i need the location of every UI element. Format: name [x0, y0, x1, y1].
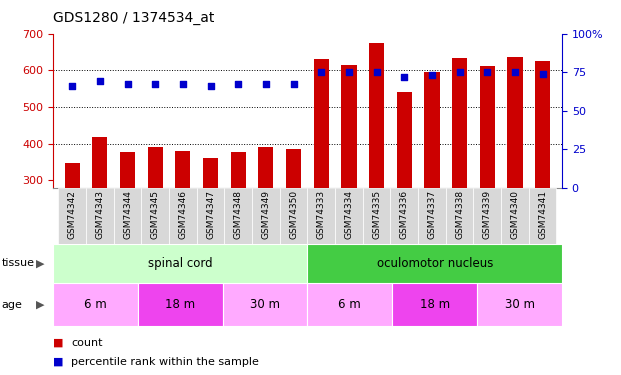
Bar [175, 150, 191, 188]
Text: GSM74342: GSM74342 [68, 190, 76, 239]
Text: 18 m: 18 m [420, 298, 450, 311]
Text: GDS1280 / 1374534_at: GDS1280 / 1374534_at [53, 11, 214, 25]
Text: GSM74337: GSM74337 [427, 190, 437, 240]
Text: GSM74345: GSM74345 [151, 190, 160, 239]
Text: 30 m: 30 m [505, 298, 535, 311]
Text: tissue: tissue [1, 258, 34, 268]
Text: 30 m: 30 m [250, 298, 280, 311]
Bar [169, 188, 197, 244]
Bar [397, 92, 412, 188]
Point [427, 72, 437, 78]
Point [371, 69, 381, 75]
Bar [529, 188, 556, 244]
Text: GSM74335: GSM74335 [372, 190, 381, 240]
Bar [391, 188, 418, 244]
Text: count: count [71, 338, 103, 348]
Point [289, 81, 299, 87]
Bar [286, 149, 301, 188]
Text: ■: ■ [53, 338, 63, 348]
Text: GSM74340: GSM74340 [510, 190, 519, 239]
Bar [65, 163, 79, 188]
Point [233, 81, 243, 87]
Bar [197, 188, 224, 244]
Bar [314, 59, 329, 188]
Bar [307, 244, 562, 283]
Point [510, 69, 520, 75]
Bar [363, 188, 391, 244]
Text: GSM74334: GSM74334 [345, 190, 353, 239]
Bar [424, 72, 440, 188]
Text: 6 m: 6 m [338, 298, 361, 311]
Bar [58, 188, 86, 244]
Bar [86, 188, 114, 244]
Point [150, 81, 160, 87]
Bar [203, 158, 218, 188]
Text: oculomotor nucleus: oculomotor nucleus [376, 257, 493, 270]
Bar [258, 147, 273, 188]
Bar [279, 188, 307, 244]
Bar [120, 152, 135, 188]
Bar [535, 61, 550, 188]
Point [399, 74, 409, 80]
Bar [114, 188, 142, 244]
Bar [507, 57, 522, 188]
Bar [307, 283, 392, 326]
Bar [224, 188, 252, 244]
Text: GSM74350: GSM74350 [289, 190, 298, 240]
Text: GSM74348: GSM74348 [233, 190, 243, 239]
Text: GSM74349: GSM74349 [261, 190, 270, 239]
Text: ▶: ▶ [36, 258, 45, 268]
Bar [222, 283, 307, 326]
Bar [342, 65, 356, 188]
Text: GSM74333: GSM74333 [317, 190, 326, 240]
Point [206, 83, 215, 89]
Bar [53, 244, 307, 283]
Bar [473, 188, 501, 244]
Point [95, 78, 105, 84]
Point [344, 69, 354, 75]
Text: ■: ■ [53, 357, 63, 367]
Text: GSM74346: GSM74346 [178, 190, 188, 239]
Bar [53, 283, 138, 326]
Bar [230, 152, 246, 188]
Bar [446, 188, 473, 244]
Text: percentile rank within the sample: percentile rank within the sample [71, 357, 260, 367]
Bar [93, 137, 107, 188]
Text: GSM74339: GSM74339 [483, 190, 492, 240]
Text: GSM74338: GSM74338 [455, 190, 464, 240]
Bar [335, 188, 363, 244]
Text: 18 m: 18 m [165, 298, 195, 311]
Point [261, 81, 271, 87]
Text: ▶: ▶ [36, 300, 45, 310]
Bar [477, 283, 562, 326]
Bar [501, 188, 529, 244]
Point [316, 69, 326, 75]
Point [178, 81, 188, 87]
Text: GSM74343: GSM74343 [96, 190, 104, 239]
Bar [252, 188, 279, 244]
Text: age: age [1, 300, 22, 310]
Bar [148, 147, 163, 188]
Bar [307, 188, 335, 244]
Point [538, 71, 548, 77]
Text: GSM74336: GSM74336 [400, 190, 409, 240]
Text: 6 m: 6 m [84, 298, 107, 311]
Point [67, 83, 77, 89]
Bar [418, 188, 446, 244]
Point [122, 81, 132, 87]
Bar [369, 43, 384, 188]
Text: GSM74341: GSM74341 [538, 190, 547, 239]
Bar [392, 283, 477, 326]
Point [483, 69, 492, 75]
Text: GSM74344: GSM74344 [123, 190, 132, 239]
Text: spinal cord: spinal cord [148, 257, 212, 270]
Bar [138, 283, 222, 326]
Text: GSM74347: GSM74347 [206, 190, 215, 239]
Bar [479, 66, 495, 188]
Bar [142, 188, 169, 244]
Bar [452, 57, 467, 188]
Point [455, 69, 465, 75]
